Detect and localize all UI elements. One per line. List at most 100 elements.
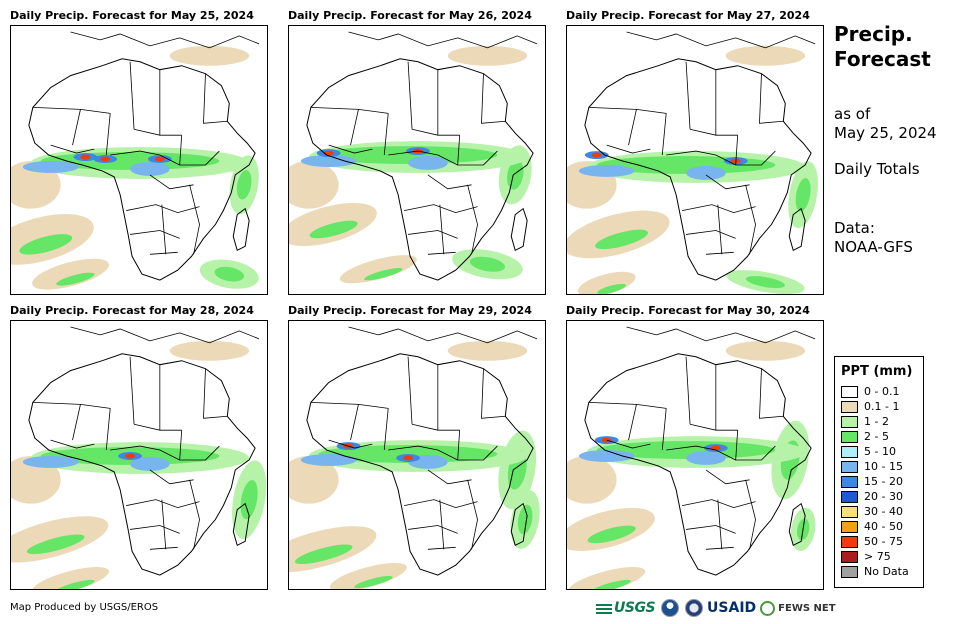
country-border xyxy=(759,368,784,419)
country-border xyxy=(745,184,756,255)
precip-area xyxy=(403,455,414,461)
legend-label: 30 - 40 xyxy=(864,504,903,518)
legend-swatch xyxy=(841,535,858,548)
precip-area xyxy=(408,156,448,170)
panel-title: Daily Precip. Forecast for May 29, 2024 xyxy=(288,304,532,317)
legend-swatch xyxy=(841,490,858,503)
map-frame xyxy=(566,25,824,295)
precip-area xyxy=(364,268,403,281)
country-border xyxy=(481,73,506,124)
precip-area xyxy=(240,480,258,520)
panel-title: Daily Precip. Forecast for May 25, 2024 xyxy=(10,9,254,22)
legend-label: 10 - 15 xyxy=(864,459,903,473)
country-border xyxy=(149,469,194,485)
legend-label: 0 - 0.1 xyxy=(864,384,900,398)
northern-coastline xyxy=(348,326,538,344)
legend-label: No Data xyxy=(864,564,909,578)
precip-area xyxy=(130,161,170,176)
precip-map xyxy=(289,326,540,589)
country-border xyxy=(50,144,95,154)
country-border xyxy=(149,546,178,550)
country-border xyxy=(628,109,637,146)
info-title: Precip. Forecast xyxy=(834,22,931,71)
legend-item: 15 - 20 xyxy=(841,474,923,489)
as-of-label: as of xyxy=(834,105,871,123)
precip-map xyxy=(567,31,819,294)
legend-swatch xyxy=(841,505,858,518)
panel-title: Daily Precip. Forecast for May 28, 2024 xyxy=(10,304,254,317)
country-border xyxy=(149,174,194,190)
legend-item: 0 - 0.1 xyxy=(841,384,923,399)
country-border xyxy=(457,135,498,166)
country-border xyxy=(661,113,667,156)
legend-label: 2 - 5 xyxy=(864,429,889,443)
legend-item: 20 - 30 xyxy=(841,489,923,504)
country-border xyxy=(427,251,456,255)
precip-area xyxy=(577,271,636,294)
precip-area xyxy=(236,170,252,200)
country-border xyxy=(408,525,458,534)
legend-label: 0.1 - 1 xyxy=(864,399,900,413)
madagascar-outline xyxy=(232,207,250,252)
africa-outline xyxy=(28,58,256,281)
country-border xyxy=(388,150,458,166)
country-border xyxy=(189,479,200,550)
country-border xyxy=(179,430,220,461)
precip-area xyxy=(686,451,726,465)
country-border xyxy=(161,499,167,550)
precip-area xyxy=(169,340,250,361)
map-frame xyxy=(566,320,824,590)
country-border xyxy=(50,439,95,449)
legend-label: 1 - 2 xyxy=(864,414,889,428)
country-border xyxy=(705,469,750,485)
fews-net-logo: FEWS NET xyxy=(778,602,836,614)
precip-area xyxy=(154,156,165,162)
country-border xyxy=(717,204,723,255)
precip-area xyxy=(469,256,506,272)
as-of-date: May 25, 2024 xyxy=(834,124,937,142)
noaa-logo-icon xyxy=(661,599,680,617)
country-border xyxy=(439,204,445,255)
country-border xyxy=(404,499,478,509)
legend-title: PPT (mm) xyxy=(841,364,913,379)
data-source: NOAA-GFS xyxy=(834,238,913,256)
country-border xyxy=(467,184,478,255)
legend-label: 50 - 75 xyxy=(864,534,903,548)
madagascar-outline xyxy=(510,502,528,547)
country-border xyxy=(133,423,182,431)
map-frame xyxy=(288,25,546,295)
country-border xyxy=(689,128,738,136)
country-border xyxy=(404,204,478,214)
legend-label: 40 - 50 xyxy=(864,519,903,533)
country-border xyxy=(735,135,776,166)
country-border xyxy=(328,144,373,154)
panel-title: Daily Precip. Forecast for May 30, 2024 xyxy=(566,304,810,317)
precip-area xyxy=(80,154,91,160)
country-border xyxy=(717,499,723,550)
precip-area xyxy=(578,164,635,177)
usgs-logo: USGS xyxy=(596,600,656,616)
precip-area xyxy=(517,504,533,535)
northern-coastline xyxy=(348,31,538,49)
country-border xyxy=(130,230,180,239)
precip-area xyxy=(300,155,357,167)
country-border xyxy=(411,423,460,431)
legend-item: No Data xyxy=(841,564,923,579)
country-border xyxy=(383,113,389,156)
legend-item: 10 - 15 xyxy=(841,459,923,474)
madagascar-outline xyxy=(232,502,250,547)
precip-area xyxy=(32,258,109,290)
country-border xyxy=(689,423,738,431)
africa-outline xyxy=(306,353,534,576)
map-frame xyxy=(10,320,268,590)
legend-item: > 75 xyxy=(841,549,923,564)
usgs-waves-icon xyxy=(596,602,612,614)
country-border xyxy=(666,150,736,166)
precip-map xyxy=(11,326,267,589)
legend-swatch xyxy=(841,550,858,563)
legend-label: 5 - 10 xyxy=(864,444,896,458)
country-border xyxy=(735,430,776,461)
legend-swatch xyxy=(841,400,858,413)
panel-title: Daily Precip. Forecast for May 27, 2024 xyxy=(566,9,810,22)
legend-item: 50 - 75 xyxy=(841,534,923,549)
